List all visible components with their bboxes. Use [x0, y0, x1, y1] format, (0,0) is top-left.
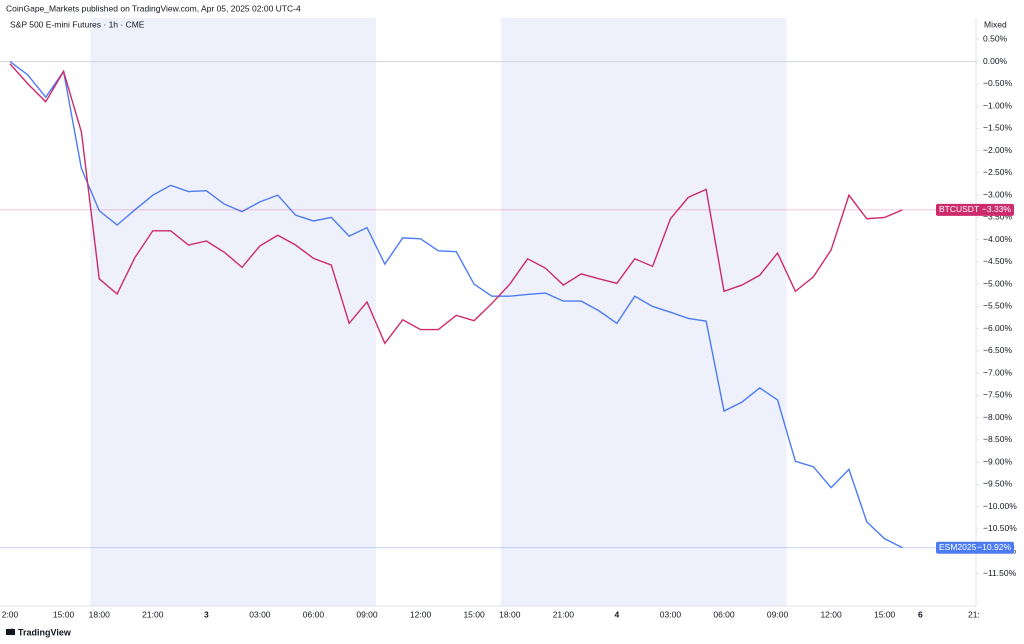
series-line	[9, 61, 903, 549]
x-tick-label: 21:00	[142, 609, 164, 619]
y-tick-label: −5.50%	[983, 301, 1013, 311]
y-tick-label: −7.00%	[983, 367, 1013, 377]
x-tick-label: 03:00	[249, 609, 271, 619]
y-tick-label: −1.00%	[983, 100, 1013, 110]
series-line	[9, 63, 903, 345]
x-tick-label: 21:00	[553, 609, 575, 619]
end-label: −3.33%	[982, 204, 1012, 214]
y-tick-label: −4.50%	[983, 256, 1013, 266]
logo-text: TradingView	[18, 627, 72, 637]
chart-title: S&P 500 E-mini Futures · 1h · CME	[10, 19, 145, 29]
published-note: CoinGape_Markets published on TradingVie…	[6, 3, 301, 13]
x-tick-label: 4	[615, 609, 620, 619]
x-tick-label: 18:00	[89, 609, 111, 619]
y-tick-label: −2.50%	[983, 167, 1013, 177]
y-tick-label: 0.00%	[983, 56, 1008, 66]
y-tick-label: −4.00%	[983, 234, 1013, 244]
x-tick-label: 3	[204, 609, 209, 619]
x-tick-label: 12:00	[820, 609, 842, 619]
y-tick-label: −6.00%	[983, 323, 1013, 333]
end-label-bg	[936, 541, 1014, 554]
session-shading	[90, 18, 787, 606]
y-tick-label: −8.00%	[983, 412, 1013, 422]
series-name: BTCUSDT	[939, 204, 979, 214]
end-label: −10.92%	[977, 542, 1011, 552]
plot	[0, 61, 976, 549]
y-tick-label: −1.50%	[983, 123, 1013, 133]
y-tick-label: −5.00%	[983, 278, 1013, 288]
x-tick-label: 09:00	[767, 609, 789, 619]
y-tick-label: 0.50%	[983, 34, 1008, 44]
series-name: ESM2025	[939, 542, 977, 552]
y-tick-label: −8.50%	[983, 434, 1013, 444]
session-band	[90, 18, 376, 606]
y-tick-label: −2.00%	[983, 145, 1013, 155]
y-tick-label: −9.00%	[983, 456, 1013, 466]
x-tick-label: 18:00	[499, 609, 521, 619]
x-tick-label: 06:00	[303, 609, 325, 619]
session-band	[500, 18, 787, 606]
x-tick-label: 15:00	[463, 609, 485, 619]
x-tick-label: 12:00	[410, 609, 432, 619]
y-tick-label: −0.50%	[983, 78, 1013, 88]
x-tick-label: 6	[918, 609, 923, 619]
x-tick-label: 06:00	[713, 609, 735, 619]
logo: TradingView	[6, 627, 72, 637]
end-label-bg	[936, 203, 1014, 216]
y-tick-label: −3.50%	[983, 212, 1013, 222]
y-tick-label: −10.50%	[983, 523, 1017, 533]
x-tick-label: 15:00	[53, 609, 75, 619]
axis-bg	[977, 0, 1024, 644]
x-tick-label: 21:	[968, 609, 980, 619]
x-tick-label: 03:00	[660, 609, 682, 619]
y-tick-label: −11.50%	[983, 568, 1017, 578]
y-tick-label: −6.50%	[983, 345, 1013, 355]
y-tick-label: −7.50%	[983, 390, 1013, 400]
x-tick-label: 2:00	[2, 609, 19, 619]
y-tick-label: −3.00%	[983, 189, 1013, 199]
y-tick-label: −10.00%	[983, 501, 1017, 511]
y-tick-label: −9.50%	[983, 479, 1013, 489]
x-tick-label: 15:00	[874, 609, 896, 619]
scale-mode: Mixed	[984, 19, 1007, 29]
x-tick-label: 09:00	[356, 609, 378, 619]
